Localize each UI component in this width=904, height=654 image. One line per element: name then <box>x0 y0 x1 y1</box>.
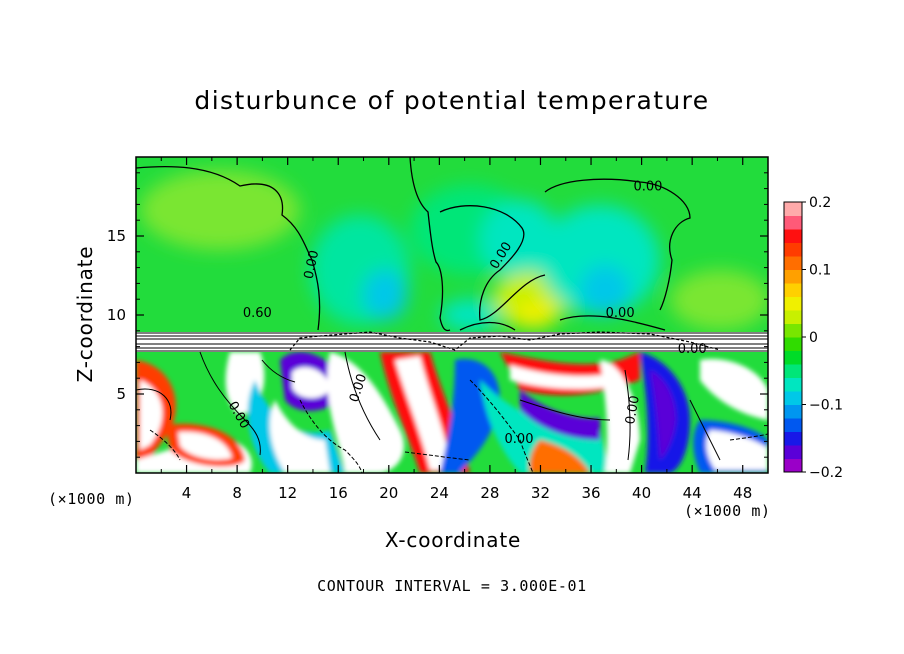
colorbar-segment <box>784 431 802 446</box>
colorbar-tick-label: 0.2 <box>809 195 831 211</box>
contour-label: 0.60 <box>243 306 272 321</box>
x-tick-label: 32 <box>531 484 550 502</box>
colorbar-tick-label: −0.1 <box>809 398 843 414</box>
y-axis-label: Z-coordinate <box>73 245 97 383</box>
x-tick-label: 8 <box>232 484 242 502</box>
colorbar-tick-label: 0.1 <box>809 263 831 279</box>
contour-label: 0.00 <box>678 342 707 357</box>
colorbar-segment <box>784 404 802 419</box>
upper-field <box>136 157 768 332</box>
x-unit-label-right: (×1000 m) <box>684 502 771 520</box>
colorbar-segment <box>784 242 802 257</box>
colorbar-segment <box>784 458 802 473</box>
contour-label: 0.00 <box>606 306 635 321</box>
contour-label-text: 0.00 <box>606 306 635 321</box>
contour-label: 0.00 <box>302 249 323 280</box>
contour-label-text: 0.00 <box>633 179 662 194</box>
contour-label-text: 0.60 <box>243 306 272 321</box>
colorbar-segment <box>784 350 802 365</box>
x-tick-label: 16 <box>329 484 348 502</box>
y-tick-label: 15 <box>107 227 126 245</box>
colorbar-segment <box>784 215 802 230</box>
lower-field <box>136 352 768 473</box>
x-tick-label: 36 <box>581 484 600 502</box>
x-axis-label: X-coordinate <box>384 528 522 552</box>
contour-label: 0.00 <box>623 395 643 426</box>
colorbar-segment <box>784 310 802 324</box>
colorbar-segment <box>784 256 802 270</box>
x-tick-label: 40 <box>632 484 651 502</box>
colorbar-segment <box>784 283 802 297</box>
colorbar-segment <box>784 337 802 351</box>
colorbar-segment <box>784 445 802 459</box>
colorbar-segment <box>784 323 802 338</box>
contour-interval-text: CONTOUR INTERVAL = 3.000E-01 <box>317 577 587 595</box>
colorbar-tick-label: −0.2 <box>809 465 843 481</box>
colorbar-segment <box>784 296 802 311</box>
contour-label-text: 0.00 <box>678 342 707 357</box>
x-tick-label: 44 <box>683 484 702 502</box>
x-tick-label: 12 <box>278 484 297 502</box>
colorbar-segment <box>784 418 802 432</box>
colorbar-segment <box>784 229 802 243</box>
y-tick-label: 5 <box>116 385 126 403</box>
contour-label: 0.00 <box>633 179 662 194</box>
x-tick-label: 4 <box>182 484 192 502</box>
x-tick-label: 20 <box>379 484 398 502</box>
stable-layer-band <box>136 331 768 352</box>
contour-label-text: 0.00 <box>505 432 534 447</box>
colorbar-segment <box>784 202 802 216</box>
y-tick-label: 10 <box>107 306 126 324</box>
contour-label-text: 0.00 <box>302 249 323 280</box>
colorbar-segment <box>784 377 802 392</box>
colorbar-segment <box>784 364 802 378</box>
contour-label-text: 0.00 <box>623 395 643 426</box>
contour-lines-lower <box>136 351 768 473</box>
x-tick-label: 24 <box>430 484 449 502</box>
x-tick-label: 28 <box>480 484 499 502</box>
colorbar-tick-label: 0 <box>809 330 818 346</box>
contour-label: 0.00 <box>505 432 534 447</box>
colorbar-segment <box>784 391 802 405</box>
x-tick-label: 48 <box>733 484 752 502</box>
chart-title: disturbunce of potential temperature <box>194 86 710 115</box>
x-unit-label-left: (×1000 m) <box>48 490 135 508</box>
colorbar-segment <box>784 269 802 284</box>
contour-lines <box>136 157 691 332</box>
